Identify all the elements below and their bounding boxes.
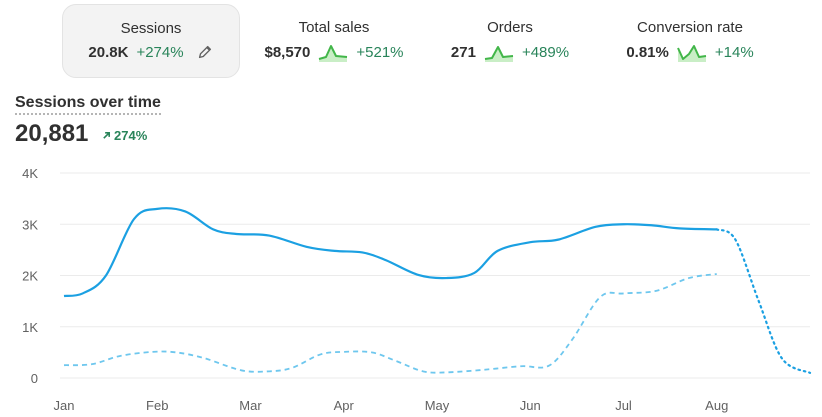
x-tick-label: May [425, 398, 450, 413]
metric-change: +14% [714, 43, 754, 61]
x-tick-label: Jun [520, 398, 541, 413]
x-tick-label: Feb [146, 398, 168, 413]
metric-change: +274% [136, 43, 184, 61]
x-tick-label: Jul [615, 398, 632, 413]
metric-card-total-sales[interactable]: Total sales $8,570 +521% [248, 4, 420, 78]
metric-change: +521% [356, 43, 404, 61]
metric-label: Conversion rate [637, 19, 743, 36]
total-value: 20,881 [15, 120, 89, 147]
x-tick-label: Jan [54, 398, 75, 413]
sparkline-icon [676, 45, 707, 62]
metric-value: 271 [450, 43, 476, 61]
x-tick-label: Apr [334, 398, 355, 413]
metric-value: 20.8K [88, 43, 129, 61]
series-line-solid [63, 207, 717, 298]
sparkline-icon [484, 46, 514, 62]
pencil-icon[interactable] [196, 43, 214, 61]
y-tick-label: 2K [22, 269, 38, 284]
x-tick-label: Aug [705, 398, 728, 413]
total-change-badge: 274% [102, 128, 147, 143]
metric-card-conversion-rate[interactable]: Conversion rate 0.81% +14% [600, 4, 780, 78]
series-line-dotted [715, 228, 812, 374]
sessions-line-chart: 4K 3K 2K 1K 0 Jan Feb Mar Apr May Jun Jul Aug [22, 166, 812, 413]
total-change-value: 274% [114, 128, 148, 143]
metric-label: Total sales [298, 19, 370, 36]
y-tick-label: 1K [22, 320, 38, 335]
metric-label: Sessions [120, 20, 182, 37]
sparkline-icon [319, 45, 348, 62]
metric-value: 0.81% [626, 43, 669, 61]
metric-change: +489% [521, 43, 570, 61]
y-tick-label: 0 [31, 371, 38, 386]
metric-card-orders[interactable]: Orders 271 +489% [430, 4, 590, 78]
metric-value: $8,570 [264, 43, 311, 61]
chart-title[interactable]: Sessions over time [15, 94, 161, 115]
metric-label: Orders [487, 19, 533, 36]
series-line-dashed [63, 273, 717, 374]
y-tick-label: 3K [22, 217, 38, 232]
metric-card-sessions[interactable]: Sessions 20.8K +274% [62, 4, 240, 78]
metrics-bar: Sessions 20.8K +274% Total sales $8,570 … [0, 0, 822, 80]
x-tick-label: Mar [239, 398, 262, 413]
arrow-up-right-icon [103, 131, 111, 139]
y-tick-label: 4K [22, 166, 38, 181]
